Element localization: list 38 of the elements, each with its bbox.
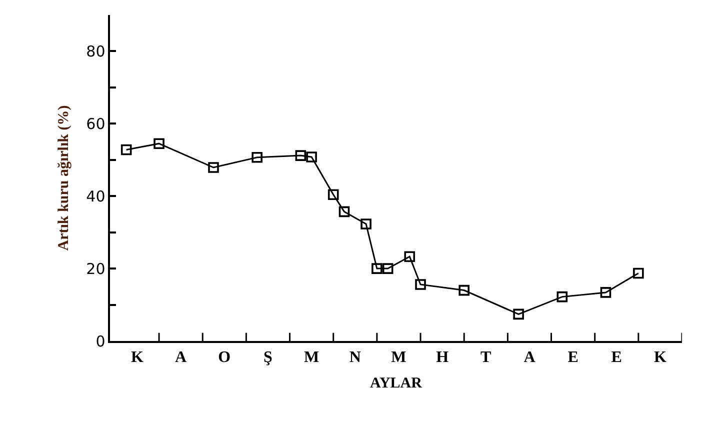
point: [208, 162, 219, 173]
point: [556, 291, 568, 302]
x-tick-label: E: [611, 348, 622, 366]
x-tick-label: E: [568, 348, 578, 366]
point: [458, 284, 470, 296]
point: [328, 189, 339, 200]
x-axis-title: AYLAR: [370, 375, 422, 392]
y-axis-title: Artık kuru ağırlık (%): [56, 105, 72, 251]
point: [404, 251, 416, 262]
point: [360, 218, 372, 230]
point: [338, 206, 350, 218]
x-tick-label: A: [524, 348, 536, 366]
x-tick-label: Ş: [264, 348, 273, 366]
point: [513, 308, 524, 320]
y-tick-label: 20: [86, 260, 106, 278]
point: [120, 144, 132, 156]
y-tick-label: 80: [86, 42, 106, 60]
point: [252, 152, 262, 163]
x-tick-label: K: [654, 348, 667, 366]
x-tick-label: H: [436, 348, 450, 366]
x-tick-label: T: [480, 348, 492, 366]
y-tick-label: 60: [86, 114, 106, 133]
y-tick-label: 0: [96, 332, 106, 350]
point: [154, 138, 164, 149]
x-tick-label: O: [218, 348, 231, 366]
x-tick-label: A: [175, 348, 188, 366]
point: [415, 279, 426, 290]
point: [600, 287, 612, 298]
x-tick-label: K: [131, 348, 144, 366]
x-tick-label: N: [349, 348, 362, 366]
x-tick-label: M: [304, 348, 320, 366]
point: [295, 150, 306, 161]
point: [382, 263, 394, 274]
y-tick-label: 40: [86, 187, 106, 206]
point: [372, 263, 382, 274]
x-tick-label: M: [391, 348, 406, 366]
point: [306, 152, 317, 162]
point: [633, 268, 644, 279]
